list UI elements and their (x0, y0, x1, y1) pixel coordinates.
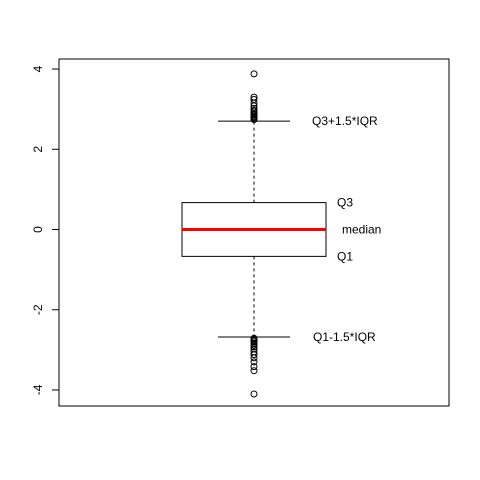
y-tick-label: 0 (31, 226, 45, 233)
annotations: Q3+1.5*IQR Q3 median Q1 Q1-1.5*IQR (312, 114, 381, 344)
annotation-upper-whisker: Q3+1.5*IQR (312, 114, 378, 128)
y-tick-label: 2 (31, 146, 45, 153)
y-axis: -4 -2 0 2 4 (31, 65, 60, 395)
annotation-lower-whisker: Q1-1.5*IQR (313, 330, 376, 344)
outlier-points (250, 70, 258, 398)
outlier-point (250, 116, 258, 124)
outlier-point (250, 341, 258, 349)
outlier-point (250, 351, 258, 359)
outlier-point (250, 343, 258, 351)
annotation-q3: Q3 (337, 196, 353, 210)
outlier-point (250, 390, 258, 398)
y-tick-label: 4 (31, 65, 45, 72)
outlier-point (250, 70, 258, 78)
y-tick-label: -4 (31, 384, 45, 395)
annotation-median: median (342, 222, 381, 236)
outlier-point (250, 363, 258, 371)
outlier-point (250, 354, 258, 362)
outlier-point (250, 99, 258, 107)
outlier-point (250, 358, 258, 366)
outlier-point (250, 367, 258, 375)
box (181, 202, 327, 257)
y-tick-label: -2 (31, 304, 45, 315)
annotation-q1: Q1 (337, 249, 353, 263)
